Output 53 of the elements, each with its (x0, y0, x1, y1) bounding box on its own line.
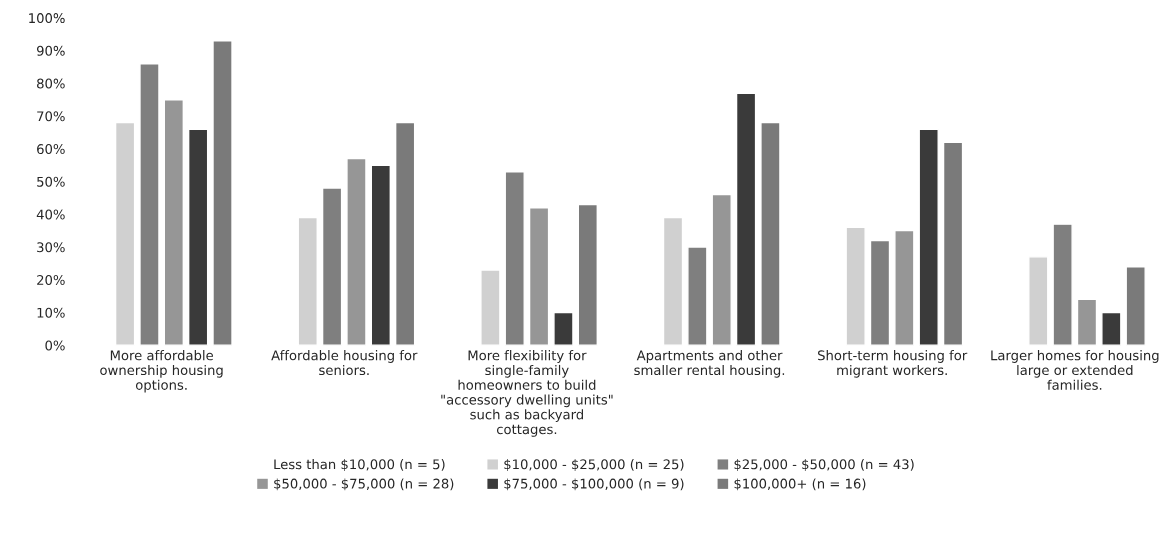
legend-label: $50,000 - $75,000 (n = 28) (274, 478, 454, 491)
bar (918, 128, 939, 346)
y-tick-label: 40% (36, 209, 65, 220)
y-tick-label: 50% (37, 176, 65, 187)
bar (370, 164, 391, 346)
bar (321, 187, 343, 346)
x-tick-label: Affordable housing for seniors. (271, 350, 418, 376)
bar (394, 121, 416, 346)
bar (346, 157, 367, 346)
y-tick-label: 70% (37, 111, 65, 122)
bar (139, 63, 160, 346)
bar (553, 311, 574, 346)
bar (212, 40, 233, 346)
bar (297, 216, 318, 346)
y-tick-label: 80% (37, 78, 65, 89)
bar (894, 229, 915, 346)
bar (735, 92, 757, 346)
bar (942, 141, 964, 346)
y-tick-label: 20% (37, 275, 65, 285)
x-tick-label: Short-term housing for migrant workers. (818, 350, 968, 378)
bar (662, 216, 684, 346)
bar (163, 99, 185, 346)
legend-label: $25,000 - $50,000 (n = 43) (734, 459, 914, 471)
y-tick-label: 90% (36, 45, 65, 56)
bar (114, 121, 136, 346)
y-tick-label: 10% (37, 307, 65, 318)
x-tick-label: More affordable ownership housing options. (100, 350, 223, 393)
y-tick-label: 100% (29, 13, 65, 24)
bar (1028, 256, 1049, 346)
bar (480, 269, 501, 346)
x-tick-label: Apartments and other smaller rental housing. (634, 350, 785, 378)
bar (528, 207, 550, 346)
x-tick-label: More flexibility for single-family homeowners to build "accessory dwelling units" such as backyard cottages. (441, 350, 613, 437)
text: Less than $10,000 (n = 5) (274, 459, 445, 471)
bar (1052, 223, 1073, 346)
bar (1076, 298, 1098, 346)
x-tick-label: Larger homes for housing large or extended families. (991, 350, 1159, 390)
y-tick-label: 30% (37, 242, 65, 253)
legend-label: $75,000 - $100,000 (n = 9) (504, 478, 684, 491)
legend-label: $100,000+ (n = 16) (734, 478, 866, 491)
bar (760, 121, 781, 346)
y-tick-label: 60% (37, 144, 65, 155)
bar (687, 246, 708, 346)
y-tick-label: 0% (45, 340, 65, 351)
bar (577, 203, 598, 346)
bar (845, 226, 866, 346)
bar (1101, 311, 1122, 346)
bar (869, 239, 891, 346)
bar (711, 193, 732, 346)
bar (504, 171, 525, 346)
bar (1125, 265, 1146, 346)
legend-label: $10,000 - $25,000 (n = 25) (504, 459, 684, 471)
bar (187, 128, 209, 346)
